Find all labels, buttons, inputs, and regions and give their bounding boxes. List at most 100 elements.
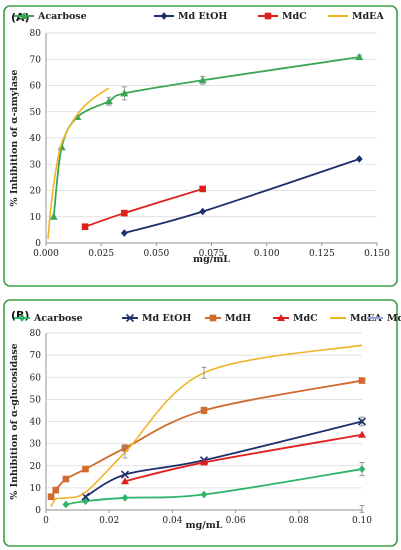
legend-label: MdEA bbox=[350, 313, 382, 324]
panel-label: (B) bbox=[11, 309, 29, 322]
data-point bbox=[120, 229, 128, 237]
series-mdea bbox=[50, 344, 363, 508]
x-axis-title: mg/mL bbox=[186, 520, 223, 531]
x-tick-label: 0.08 bbox=[289, 516, 309, 526]
x-tick-label: 0.100 bbox=[254, 249, 280, 259]
x-tick-label: 0 bbox=[43, 516, 49, 526]
legend-item: Md EtOH bbox=[122, 313, 191, 324]
data-point bbox=[121, 209, 128, 217]
legend-label: Md EtOH bbox=[178, 11, 227, 22]
legend-label: Md EtOH bbox=[142, 313, 191, 324]
x-tick-label: 0.10 bbox=[352, 516, 372, 526]
panel-a: 0 10 20 30 40 50 60 70 80 0.000 0.025 0.050 0.075 0.1… bbox=[3, 5, 398, 287]
y-tick-label: 50 bbox=[30, 395, 42, 405]
x-tick-label: 0.06 bbox=[226, 516, 246, 526]
data-point bbox=[358, 465, 366, 473]
panel-frame bbox=[3, 299, 398, 547]
legend-label: MdEA bbox=[352, 11, 384, 22]
legend-item: MdC bbox=[273, 313, 318, 324]
data-point bbox=[121, 477, 129, 485]
data-point bbox=[358, 430, 366, 438]
data-point bbox=[357, 417, 367, 426]
series-line bbox=[124, 158, 360, 234]
legend-marker bbox=[18, 314, 26, 322]
data-point bbox=[62, 500, 70, 509]
data-point bbox=[121, 494, 129, 502]
y-tick-label: 60 bbox=[30, 82, 42, 92]
data-point bbox=[81, 223, 89, 231]
data-point bbox=[199, 185, 206, 193]
legend-marker bbox=[209, 314, 217, 322]
data-point bbox=[82, 465, 89, 473]
x-tick-label: 0.075 bbox=[199, 249, 225, 259]
x-tick-label: 0.025 bbox=[88, 249, 114, 259]
series-line bbox=[50, 344, 363, 508]
data-point bbox=[49, 212, 58, 220]
x-axis-title: mg/mL bbox=[193, 254, 230, 265]
panel-b: 0 10 20 30 40 50 60 70 80 0 0.02 0.04 0.06 0.08 0.10 mg… bbox=[3, 299, 401, 547]
error-bar bbox=[122, 446, 128, 459]
legend-label: MdH bbox=[225, 313, 251, 324]
error-bar bbox=[201, 366, 207, 379]
x-tick-label: 0.125 bbox=[309, 249, 335, 259]
y-tick-label: 60 bbox=[30, 373, 42, 383]
y-tick-label: 10 bbox=[30, 484, 42, 494]
data-point bbox=[47, 493, 55, 501]
legend-item: MdEA bbox=[330, 313, 382, 324]
panel-frame bbox=[3, 5, 398, 287]
y-axis-title: % Inhibition of α-glucosidase bbox=[9, 343, 20, 499]
data-point bbox=[198, 76, 207, 84]
data-point bbox=[358, 377, 366, 384]
x-tick-label: 0.000 bbox=[33, 249, 59, 259]
y-tick-label: 70 bbox=[30, 55, 42, 65]
legend-label: MdC bbox=[293, 313, 318, 324]
y-tick-label: 80 bbox=[30, 29, 42, 39]
legend-marker bbox=[264, 12, 272, 20]
error-bar bbox=[359, 505, 365, 513]
series-line bbox=[47, 87, 110, 240]
legend-item: Acarbose bbox=[14, 11, 87, 22]
y-tick-label: 50 bbox=[30, 108, 42, 118]
y-tick-label: 10 bbox=[30, 213, 42, 223]
series-md-etoh bbox=[120, 155, 363, 237]
legend-item: Acarbose bbox=[14, 313, 83, 324]
legend-item: Md EtOH bbox=[154, 11, 227, 22]
legend-item: MdH bbox=[205, 313, 251, 324]
series-mdc bbox=[121, 430, 366, 485]
series-mdc bbox=[81, 185, 206, 231]
y-tick-label: 20 bbox=[30, 462, 42, 472]
y-tick-label: 40 bbox=[30, 134, 42, 144]
data-point bbox=[104, 97, 113, 105]
legend-label: Acarbose bbox=[37, 11, 87, 22]
data-point bbox=[200, 458, 208, 466]
y-tick-label: 30 bbox=[30, 160, 42, 170]
series-acarbose bbox=[62, 462, 366, 509]
legend-item: MdEA bbox=[328, 11, 384, 22]
data-point bbox=[200, 407, 208, 414]
data-point bbox=[355, 53, 364, 61]
legend-label: Acarbose bbox=[33, 313, 83, 324]
legend-label: MdB bbox=[387, 313, 401, 324]
y-tick-label: 70 bbox=[30, 351, 42, 361]
data-point bbox=[200, 490, 208, 499]
data-point bbox=[355, 155, 363, 163]
series-line bbox=[85, 420, 363, 498]
data-point bbox=[62, 475, 70, 483]
series-mdea bbox=[47, 87, 110, 240]
series-line bbox=[65, 468, 363, 506]
legend-marker bbox=[277, 314, 285, 321]
y-tick-label: 0 bbox=[35, 506, 41, 516]
series-line bbox=[124, 433, 363, 483]
data-point bbox=[120, 89, 129, 97]
series-mdb bbox=[359, 505, 365, 513]
data-point bbox=[52, 486, 60, 494]
legend-item: MdB bbox=[367, 313, 401, 324]
data-point bbox=[199, 207, 207, 216]
legend-marker bbox=[160, 12, 168, 20]
y-tick-label: 80 bbox=[30, 329, 42, 339]
legend-marker bbox=[20, 12, 28, 19]
x-tick-label: 0.150 bbox=[364, 249, 390, 259]
y-tick-label: 30 bbox=[30, 440, 42, 450]
series-mdh bbox=[47, 377, 366, 501]
